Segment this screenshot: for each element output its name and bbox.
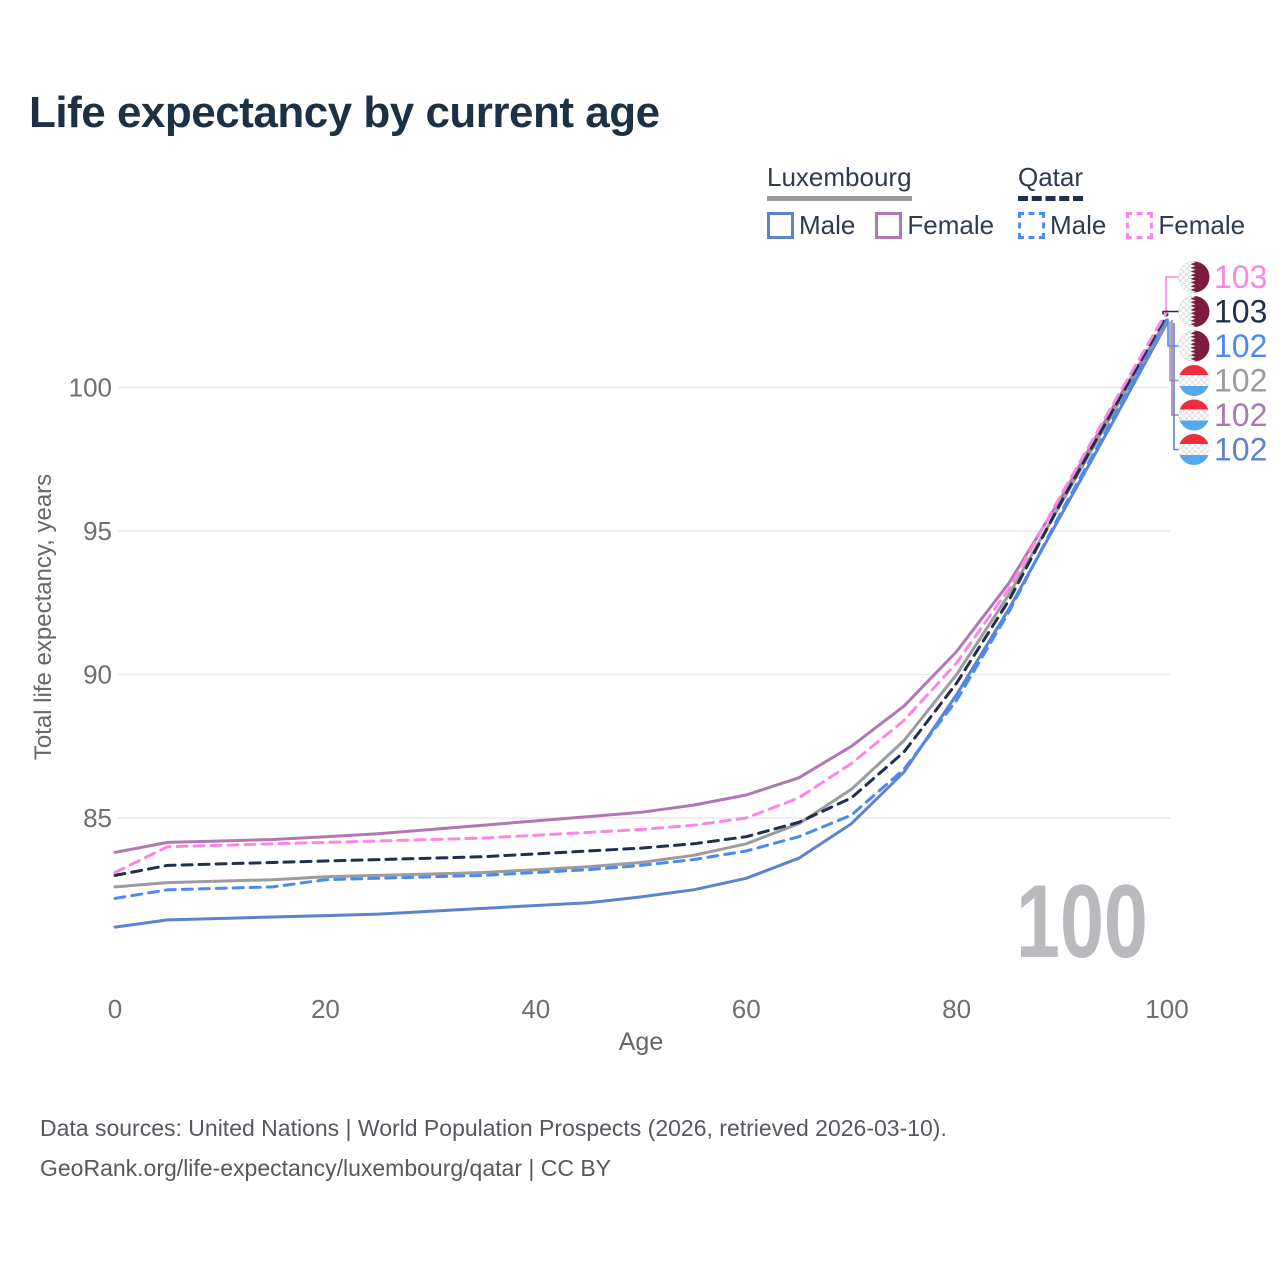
end-label-value: 103 — [1214, 294, 1267, 330]
flag-icon-qatar — [1178, 261, 1210, 293]
footer: Data sources: United Nations | World Pop… — [40, 1108, 947, 1188]
y-axis-title: Total life expectancy, years — [30, 473, 57, 761]
end-label-connector — [1173, 322, 1179, 451]
series-line-qatar-female — [113, 309, 1169, 874]
x-tick-label: 80 — [942, 994, 971, 1024]
legend-country-qatar[interactable]: Qatar — [1018, 162, 1084, 201]
legend-item-luxembourg-male[interactable]: Male — [767, 210, 855, 241]
end-label-connector — [1167, 318, 1179, 347]
qatar-female-swatch-icon — [1126, 212, 1154, 239]
qatar-male-swatch-icon — [1018, 212, 1045, 239]
legend-item-qatar-male[interactable]: Male — [1018, 210, 1106, 241]
flag-icon-luxembourg — [1178, 399, 1210, 431]
legend-row-qatar: Male Female — [1018, 210, 1265, 241]
legend-row-luxembourg: Male Female — [767, 210, 1014, 241]
end-label-connector — [1165, 276, 1179, 312]
luxembourg-female-swatch-icon — [875, 212, 903, 239]
end-label-value: 103 — [1214, 259, 1267, 295]
luxembourg-male-swatch-icon — [767, 212, 794, 239]
legend-item-qatar-female[interactable]: Female — [1126, 210, 1245, 241]
x-tick-label: 20 — [311, 994, 340, 1024]
series-line-luxembourg-total — [113, 320, 1169, 889]
y-tick-label: 85 — [83, 803, 112, 833]
legend-country-luxembourg[interactable]: Luxembourg — [767, 162, 912, 201]
x-tick-label: 0 — [108, 994, 122, 1024]
y-tick-label: 90 — [83, 660, 112, 690]
x-tick-label: 100 — [1145, 994, 1188, 1024]
legend-group-qatar: Qatar Male Female — [1018, 162, 1265, 241]
page-title: Life expectancy by current age — [29, 88, 660, 137]
series-line-qatar-male — [113, 317, 1169, 900]
flag-icon-qatar — [1178, 296, 1210, 327]
series-line-qatar-total — [113, 312, 1169, 877]
end-label-value: 102 — [1214, 363, 1267, 399]
footer-sources: Data sources: United Nations | World Pop… — [40, 1115, 947, 1141]
age-watermark: 100 — [1016, 864, 1148, 980]
end-label-connector — [1169, 321, 1179, 382]
x-tick-label: 40 — [521, 994, 550, 1024]
legend-item-luxembourg-female[interactable]: Female — [875, 210, 994, 241]
end-label-value: 102 — [1214, 432, 1267, 468]
end-label-connector — [1162, 310, 1179, 315]
series-line-luxembourg-male — [113, 321, 1169, 929]
footer-attribution: GeoRank.org/life-expectancy/luxembourg/q… — [40, 1155, 612, 1181]
legend-group-luxembourg: Luxembourg Male Female — [767, 162, 1014, 241]
flag-icon-luxembourg — [1178, 365, 1210, 396]
y-tick-label: 95 — [83, 516, 112, 546]
x-tick-label: 60 — [732, 994, 761, 1024]
x-axis-title: Age — [618, 1028, 664, 1056]
end-label-connector — [1171, 320, 1179, 416]
end-label-value: 102 — [1214, 328, 1267, 364]
series-line-luxembourg-female — [113, 318, 1169, 854]
y-tick-label: 100 — [69, 373, 112, 403]
end-label-value: 102 — [1214, 397, 1267, 433]
flag-icon-qatar — [1178, 330, 1210, 362]
flag-icon-luxembourg — [1178, 434, 1210, 465]
